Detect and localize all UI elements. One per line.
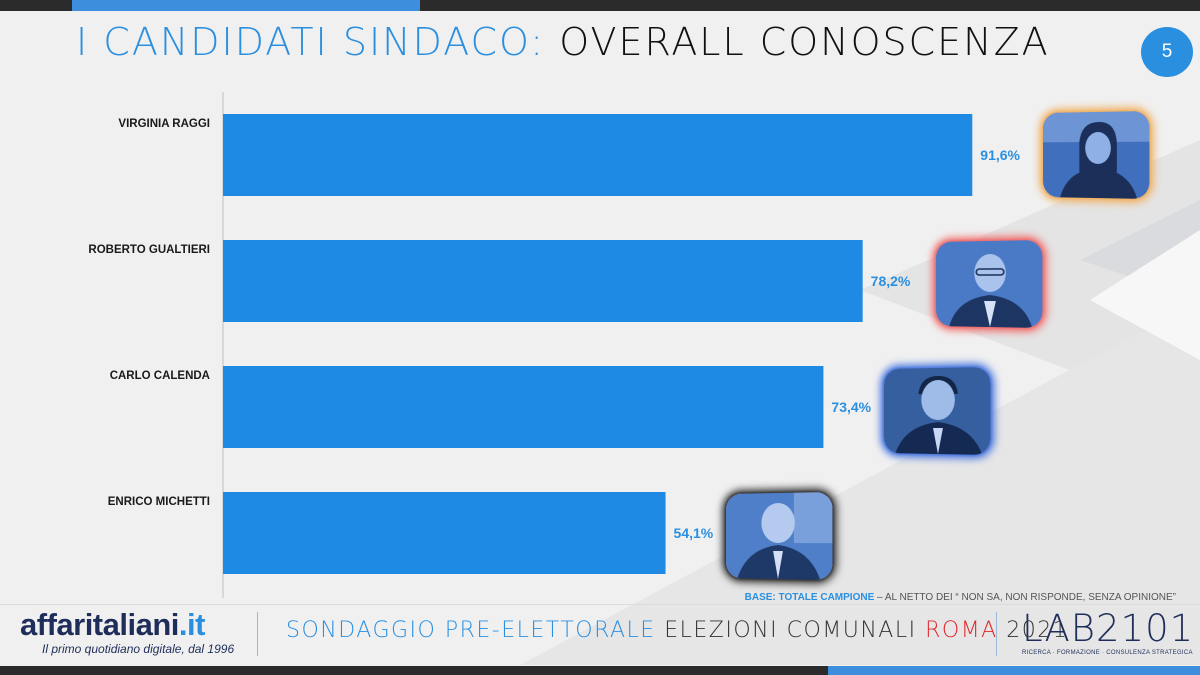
bottom-bar bbox=[0, 666, 1200, 675]
footer-divider-right bbox=[996, 612, 997, 656]
portrait-roberto-gualtieri-icon bbox=[936, 239, 1043, 329]
bar bbox=[223, 492, 666, 574]
data-label: 91,6% bbox=[980, 147, 1020, 163]
affaritaliani-logo: affaritaliani.it Il primo quotidiano dig… bbox=[20, 607, 235, 657]
lab2101-logo: LAB2101 RICERCA · FORMAZIONE · CONSULENZ… bbox=[1022, 607, 1195, 657]
source-note-base: BASE: TOTALE CAMPIONE bbox=[744, 592, 875, 603]
bottom-accent-bar bbox=[828, 666, 1200, 675]
slide-title: I CANDIDATI SINDACO: OVERALL CONOSCENZA bbox=[76, 16, 1050, 68]
portrait-virginia-raggi-icon bbox=[1043, 110, 1150, 200]
lab-name: LAB2101 bbox=[1022, 607, 1195, 650]
footer-divider-left bbox=[257, 612, 258, 656]
bar bbox=[223, 114, 973, 196]
brand-tagline: Il primo quotidiano digitale, dal 1996 bbox=[42, 642, 235, 656]
top-bar bbox=[0, 0, 1200, 11]
title-main: OVERALL CONOSCENZA bbox=[559, 20, 1050, 64]
category-label: CARLO CALENDA bbox=[110, 370, 210, 382]
top-accent-bar bbox=[72, 0, 420, 11]
lab-tagline: RICERCA · FORMAZIONE · CONSULENZA STRATE… bbox=[1022, 650, 1193, 656]
category-label: ROBERTO GUALTIERI bbox=[88, 244, 210, 256]
source-note: BASE: TOTALE CAMPIONE – AL NETTO DEI “ N… bbox=[745, 592, 1176, 603]
category-label: ENRICO MICHETTI bbox=[108, 496, 210, 508]
page-number-badge: 5 bbox=[1141, 27, 1193, 77]
bar bbox=[223, 366, 824, 448]
survey-caption: SONDAGGIO PRE-ELETTORALE ELEZIONI COMUNA… bbox=[286, 618, 1069, 643]
bar bbox=[223, 240, 863, 322]
brand-name: affaritaliani.it bbox=[20, 607, 205, 642]
portrait-enrico-michetti-icon bbox=[726, 491, 833, 581]
title-prefix: I CANDIDATI SINDACO: bbox=[76, 20, 546, 64]
data-label: 78,2% bbox=[871, 273, 911, 289]
data-label: 54,1% bbox=[674, 525, 714, 541]
footer-separator bbox=[0, 604, 1200, 605]
data-label: 73,4% bbox=[831, 399, 871, 415]
category-label: VIRGINIA RAGGI bbox=[118, 118, 210, 130]
source-note-detail: – AL NETTO DEI “ NON SA, NON RISPONDE, S… bbox=[874, 592, 1176, 603]
portrait-carlo-calenda-icon bbox=[884, 366, 991, 456]
